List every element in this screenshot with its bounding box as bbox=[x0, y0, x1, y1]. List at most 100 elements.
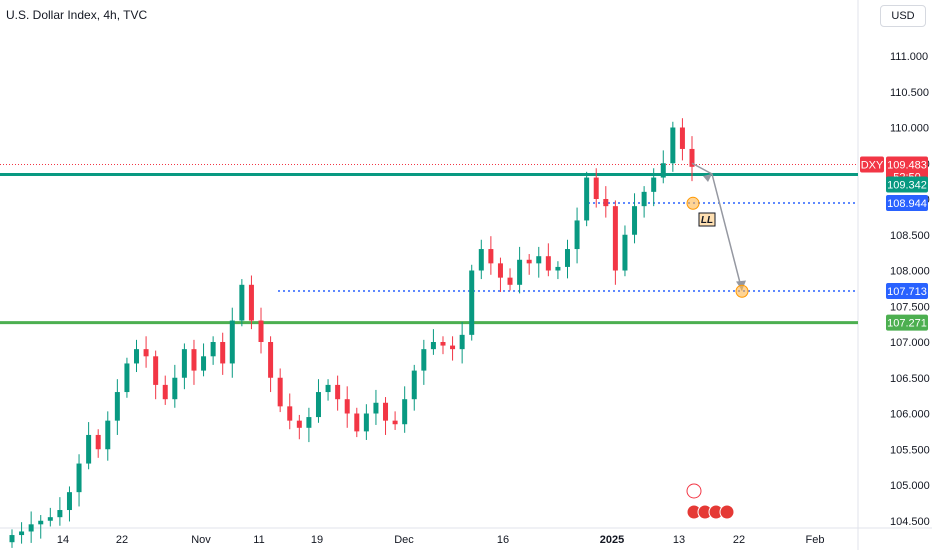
candle-body bbox=[306, 417, 312, 428]
event-lightning-icon bbox=[686, 483, 702, 499]
candle-body bbox=[689, 148, 695, 167]
candle-body bbox=[440, 342, 446, 346]
y-tick-label: 107.500 bbox=[890, 301, 930, 313]
price-badges: DXY109.48352:50109.342108.944107.713107.… bbox=[860, 156, 928, 331]
candle-body bbox=[95, 434, 101, 450]
price-badge bbox=[886, 176, 928, 193]
x-tick-label: 14 bbox=[57, 534, 69, 546]
candle-body bbox=[124, 363, 130, 393]
candle-body bbox=[277, 377, 283, 407]
candle-body bbox=[287, 406, 293, 421]
candle-body bbox=[660, 163, 666, 178]
y-tick-label: 107.000 bbox=[890, 337, 930, 349]
price-badge bbox=[886, 314, 928, 331]
candle-body bbox=[593, 177, 599, 199]
candle-body bbox=[507, 277, 513, 285]
candle-body bbox=[153, 356, 159, 385]
candle-body bbox=[651, 177, 657, 192]
symbol-badge-text: DXY bbox=[861, 159, 884, 171]
candle-body bbox=[402, 399, 408, 425]
candle-body bbox=[392, 420, 398, 425]
candle-body bbox=[335, 384, 341, 400]
x-axis: 14 22 Nov 11 19 Dec 16 2025 13 22 Feb bbox=[57, 534, 825, 546]
candle-body bbox=[641, 191, 647, 207]
projection-path bbox=[691, 162, 743, 291]
x-tick-label: 16 bbox=[497, 534, 509, 546]
candle-body bbox=[66, 492, 72, 511]
candle-body bbox=[497, 263, 503, 278]
candle-body bbox=[564, 249, 570, 267]
candle-body bbox=[632, 206, 638, 235]
candle-body bbox=[296, 420, 302, 428]
candle-body bbox=[488, 249, 494, 264]
y-tick-label: 105.500 bbox=[890, 444, 930, 456]
candle-body bbox=[517, 259, 523, 285]
candle-body bbox=[220, 342, 226, 364]
y-tick-label: 110.500 bbox=[890, 87, 929, 99]
x-tick-label: Feb bbox=[806, 534, 825, 546]
y-tick-label: 106.500 bbox=[890, 373, 930, 385]
y-tick-label: 104.500 bbox=[890, 516, 930, 528]
candle-body bbox=[612, 206, 618, 271]
candle-body bbox=[47, 517, 53, 521]
price-marker bbox=[735, 284, 749, 298]
candle-body bbox=[19, 531, 25, 536]
candle-body bbox=[383, 402, 389, 421]
candle-body bbox=[421, 349, 427, 371]
y-tick-label: 106.000 bbox=[890, 409, 930, 421]
price-badge bbox=[886, 195, 928, 212]
candle-body bbox=[248, 284, 254, 321]
candle-body bbox=[114, 392, 120, 421]
x-tick-label: 2025 bbox=[600, 534, 624, 546]
candle-body bbox=[28, 524, 34, 532]
price-badge-text: 109.342 bbox=[887, 180, 927, 192]
candle-body bbox=[459, 334, 465, 350]
candle-body bbox=[268, 342, 274, 378]
candle-body bbox=[526, 259, 532, 264]
price-badge-text: 107.271 bbox=[887, 318, 927, 330]
candle-body bbox=[258, 320, 264, 342]
candle-body bbox=[430, 342, 436, 350]
price-marker bbox=[686, 196, 700, 210]
candles bbox=[9, 118, 695, 548]
candle-body bbox=[76, 463, 82, 493]
candle-body bbox=[622, 234, 628, 271]
us-event-flag-icon bbox=[719, 504, 735, 520]
candle-body bbox=[450, 345, 456, 350]
y-tick-label: 108.500 bbox=[890, 230, 930, 242]
candle-body bbox=[86, 434, 92, 464]
candle-body bbox=[363, 413, 369, 432]
ll-label: LL bbox=[701, 215, 713, 226]
y-tick-label: 110.000 bbox=[890, 123, 929, 135]
x-tick-label: 19 bbox=[311, 534, 323, 546]
candle-body bbox=[545, 256, 551, 271]
projection-arrowhead bbox=[703, 173, 712, 182]
x-tick-label: 11 bbox=[253, 534, 264, 546]
candle-body bbox=[191, 349, 197, 371]
price-badge bbox=[886, 283, 928, 300]
candle-body bbox=[478, 249, 484, 271]
candle-body bbox=[210, 342, 216, 357]
candle-body bbox=[411, 370, 417, 400]
x-tick-label: Nov bbox=[191, 534, 211, 546]
candle-body bbox=[344, 399, 350, 414]
currency-button[interactable]: USD bbox=[880, 5, 926, 27]
candle-body bbox=[201, 356, 207, 371]
candle-body bbox=[38, 520, 44, 525]
annotations: LL bbox=[686, 162, 749, 520]
price-badge-text: 107.713 bbox=[887, 286, 927, 298]
ll-label-box bbox=[698, 212, 716, 227]
candle-body bbox=[373, 402, 379, 414]
candle-body bbox=[679, 127, 685, 149]
candle-body bbox=[315, 392, 321, 418]
candle-body bbox=[143, 349, 149, 357]
level-lines bbox=[0, 163, 858, 325]
x-tick-label: 22 bbox=[733, 534, 745, 546]
y-tick-label: 108.000 bbox=[890, 266, 930, 278]
symbol-badge bbox=[860, 156, 884, 173]
x-tick-label: Dec bbox=[394, 534, 414, 546]
candle-body bbox=[229, 320, 235, 364]
candle-body bbox=[354, 413, 360, 432]
candle-body bbox=[536, 256, 542, 264]
